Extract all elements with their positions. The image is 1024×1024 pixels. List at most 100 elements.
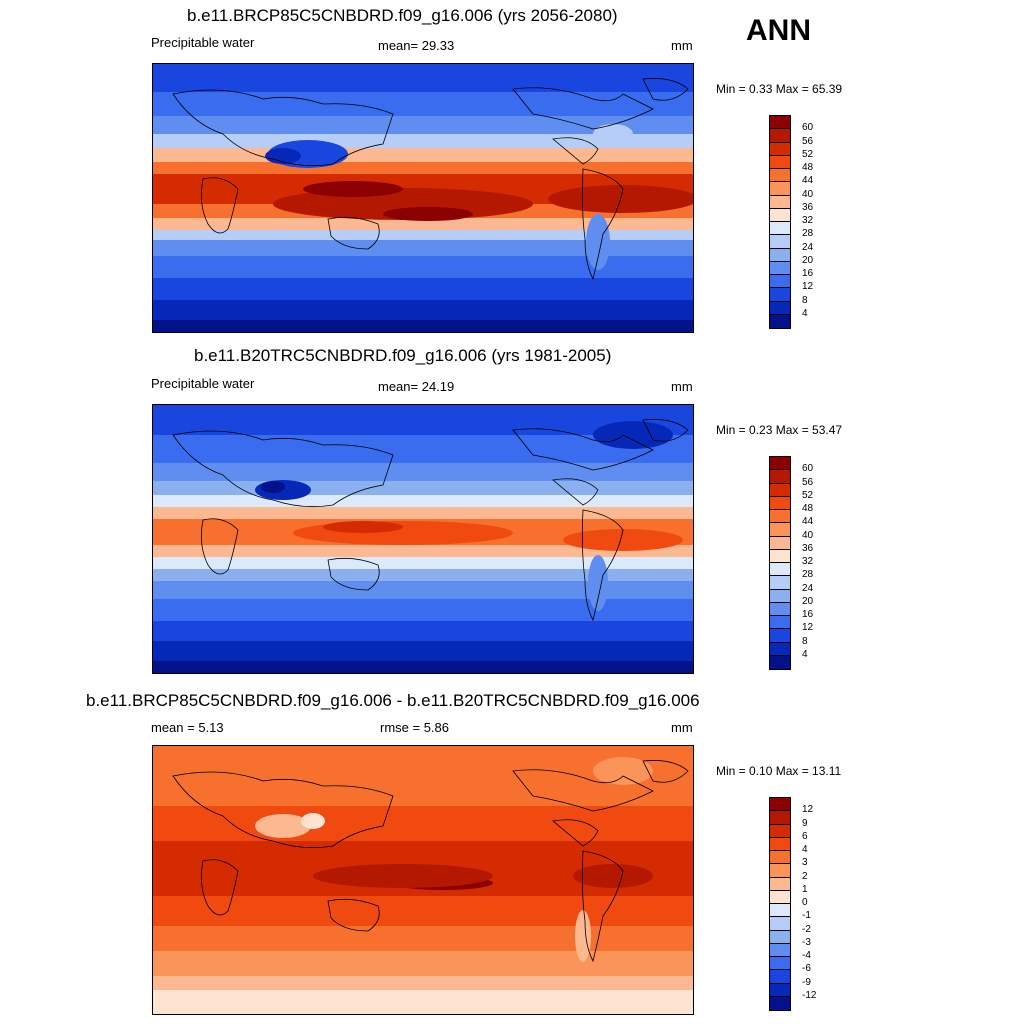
colorbar-tick-label: 16	[802, 609, 814, 620]
colorbar-tick-label: 6	[802, 830, 808, 842]
colorbar-segment	[770, 235, 790, 249]
colorbar-segment	[770, 655, 790, 669]
colorbar-tick-label: 48	[802, 503, 814, 514]
colorbar-segment	[770, 549, 790, 563]
colorbar-segment	[770, 275, 790, 289]
colorbar-tick-label: 2	[802, 870, 808, 882]
colorbar-segment	[770, 301, 790, 315]
colorbar-segment	[770, 851, 790, 865]
panel-3-colorbar	[769, 797, 791, 1011]
colorbar-tick-label: -4	[802, 950, 811, 961]
colorbar-segment	[770, 496, 790, 510]
colorbar-tick-label: -2	[802, 923, 811, 935]
panel-3-title: b.e11.BRCP85C5CNBDRD.f09_g16.006 - b.e11…	[86, 691, 700, 710]
panel-1-title: b.e11.BRCP85C5CNBDRD.f09_g16.006 (yrs 20…	[187, 6, 618, 25]
colorbar-tick-label: 36	[802, 542, 814, 554]
colorbar-tick-label: 28	[802, 569, 814, 581]
colorbar-segment	[770, 142, 790, 156]
colorbar-segment	[770, 182, 790, 196]
colorbar-segment	[770, 811, 790, 825]
colorbar-tick-label: 12	[802, 281, 814, 293]
panel-3-units-label: mm	[671, 720, 693, 735]
colorbar-segment	[770, 116, 790, 130]
colorbar-segment	[770, 616, 790, 630]
colorbar-tick-label: 40	[802, 529, 814, 541]
panel-1-variable-label: Precipitable water	[151, 35, 255, 50]
panel-2-mean-label: mean= 24.19	[378, 379, 455, 394]
panel-3-rmse-label: rmse = 5.86	[380, 720, 450, 735]
colorbar-tick-label: 32	[802, 556, 814, 567]
colorbar-segment	[770, 510, 790, 524]
colorbar-segment	[770, 155, 790, 169]
colorbar-segment	[770, 824, 790, 838]
colorbar-tick-label: 32	[802, 215, 814, 226]
colorbar-segment	[770, 798, 790, 812]
colorbar-tick-label: 8	[802, 635, 808, 647]
colorbar-tick-label: 8	[802, 294, 808, 306]
colorbar-tick-label: 20	[802, 595, 814, 607]
colorbar-segment	[770, 576, 790, 590]
colorbar-segment	[770, 917, 790, 931]
colorbar-tick-label: 52	[802, 489, 814, 501]
colorbar-segment	[770, 457, 790, 471]
colorbar-tick-label: -3	[802, 936, 811, 948]
colorbar-tick-label: 28	[802, 228, 814, 240]
colorbar-tick-label: 12	[802, 804, 814, 816]
colorbar-segment	[770, 864, 790, 878]
colorbar-segment	[770, 208, 790, 222]
colorbar-tick-label: 4	[802, 844, 808, 855]
colorbar-tick-label: -9	[802, 976, 811, 988]
colorbar-segment	[770, 983, 790, 997]
panel-2-map-field	[153, 405, 693, 673]
colorbar-tick-label: -12	[802, 989, 817, 1001]
panel-2-colorbar	[769, 456, 791, 670]
colorbar-tick-label: 24	[802, 241, 814, 253]
colorbar-segment	[770, 169, 790, 183]
colorbar-tick-label: 56	[802, 476, 814, 488]
colorbar-tick-label: 36	[802, 201, 814, 213]
colorbar-tick-label: 3	[802, 857, 808, 869]
colorbar-segment	[770, 195, 790, 209]
colorbar-segment	[770, 483, 790, 497]
colorbar-segment	[770, 943, 790, 957]
panel-1-minmax-label: Min = 0.33 Max = 65.39	[716, 82, 843, 96]
season-label: ANN	[746, 14, 811, 47]
colorbar-segment	[770, 930, 790, 944]
panel-3-map	[152, 745, 694, 1015]
colorbar-segment	[770, 642, 790, 656]
panel-1-colorbar	[769, 115, 791, 329]
colorbar-tick-label: 16	[802, 268, 814, 279]
colorbar-segment	[770, 261, 790, 275]
colorbar-segment	[770, 970, 790, 984]
panel-3-minmax-label: Min = 0.10 Max = 13.11	[716, 764, 842, 778]
colorbar-tick-label: 24	[802, 582, 814, 594]
colorbar-segment	[770, 248, 790, 262]
colorbar-tick-label: 60	[802, 122, 814, 134]
colorbar-tick-label: 4	[802, 648, 808, 660]
panel-2-title: b.e11.B20TRC5CNBDRD.f09_g16.006 (yrs 198…	[194, 346, 612, 365]
panel-1-units-label: mm	[671, 38, 693, 53]
colorbar-segment	[770, 837, 790, 851]
colorbar-segment	[770, 904, 790, 918]
colorbar-segment	[770, 470, 790, 484]
panel-1-map	[152, 63, 694, 333]
colorbar-tick-label: 12	[802, 622, 814, 634]
colorbar-segment	[770, 563, 790, 577]
panel-3-map-field	[153, 746, 693, 1014]
colorbar-segment	[770, 890, 790, 904]
panel-1-map-field	[153, 64, 693, 332]
colorbar-tick-label: 60	[802, 463, 814, 475]
colorbar-segment	[770, 222, 790, 236]
panel-1-mean-label: mean= 29.33	[378, 38, 455, 53]
colorbar-tick-label: 56	[802, 135, 814, 147]
colorbar-segment	[770, 877, 790, 891]
panel-2-map	[152, 404, 694, 674]
colorbar-segment	[770, 996, 790, 1010]
colorbar-segment	[770, 288, 790, 302]
colorbar-tick-label: 9	[802, 817, 808, 829]
colorbar-tick-label: 40	[802, 188, 814, 200]
panel-3-mean-label: mean = 5.13	[151, 720, 224, 735]
colorbar-segment	[770, 314, 790, 328]
colorbar-tick-label: -6	[802, 963, 811, 975]
colorbar-segment	[770, 629, 790, 643]
